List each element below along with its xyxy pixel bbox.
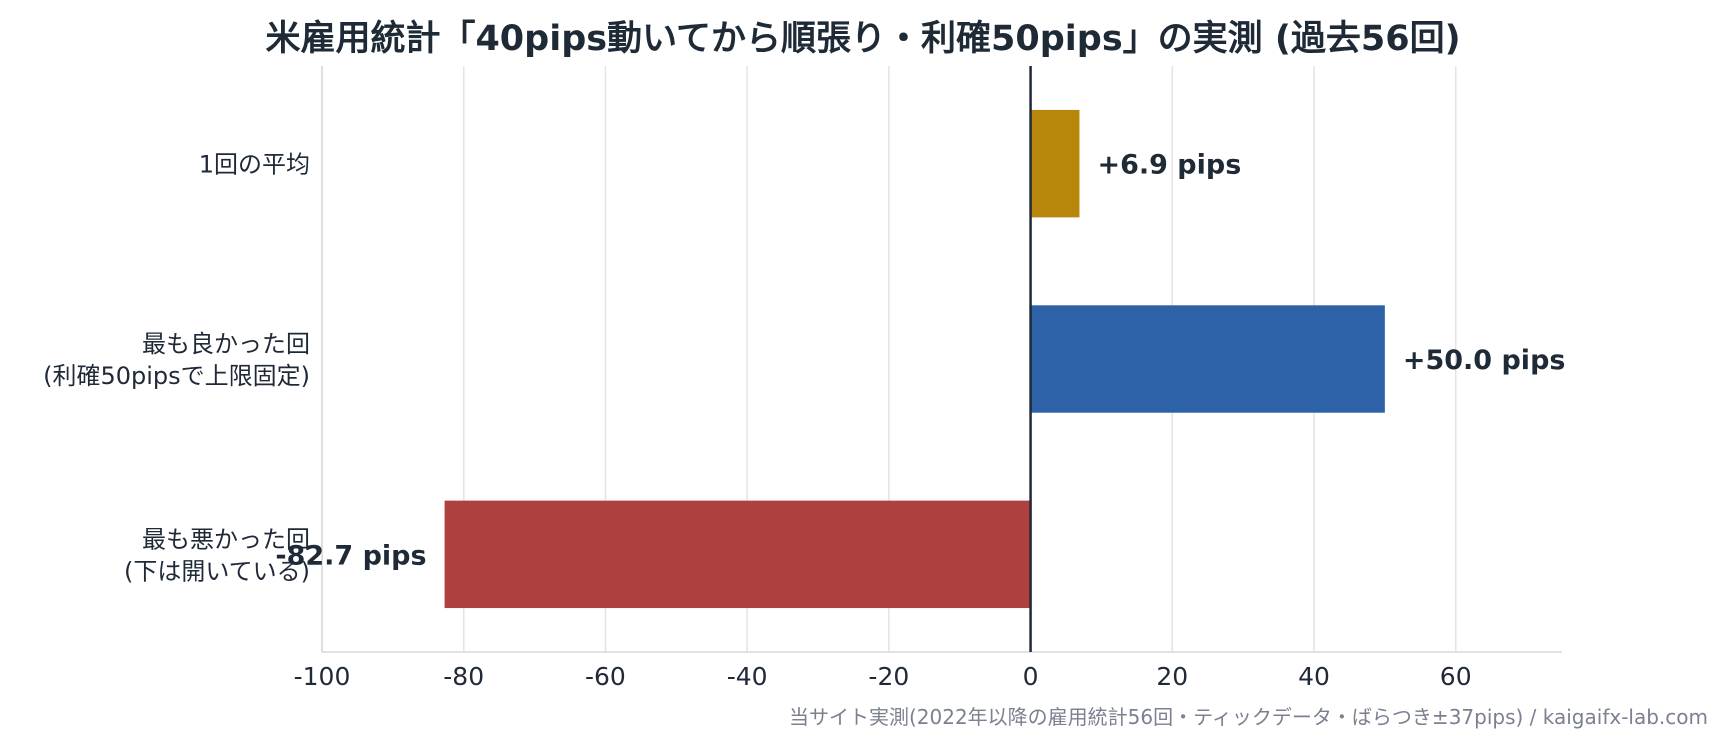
x-tick-label: -40 <box>727 662 768 691</box>
bar <box>1030 109 1080 218</box>
bar <box>1030 305 1385 413</box>
category-label: 最も悪かった回 (下は開いている) <box>124 525 310 585</box>
bar <box>444 500 1031 609</box>
value-label: +50.0 pips <box>1403 345 1566 376</box>
x-tick-label: 20 <box>1156 662 1188 691</box>
chart-title: 米雇用統計「40pips動いてから順張り・利確50pips」の実測 (過去56回… <box>265 18 1460 59</box>
category-label-line: 最も良かった回 <box>142 330 310 358</box>
x-tick-label: -100 <box>294 662 351 691</box>
category-label-line: (利確50pipsで上限固定) <box>43 362 310 390</box>
x-tick-label: -60 <box>585 662 626 691</box>
x-tick-label: 0 <box>1023 662 1039 691</box>
x-tick-label: -20 <box>868 662 909 691</box>
x-tick-label: -80 <box>443 662 484 691</box>
x-tick-labels: -100 -80 -60 -40 -20 0 20 40 60 <box>294 662 1472 691</box>
category-label-line: 1回の平均 <box>199 151 310 179</box>
category-label-line: 最も悪かった回 <box>142 525 310 553</box>
axes <box>321 66 1562 653</box>
value-label: +6.9 pips <box>1097 150 1241 181</box>
source-note: 当サイト実測(2022年以降の雇用統計56回・ティックデータ・ばらつき±37pi… <box>789 705 1708 729</box>
bars <box>444 66 1385 652</box>
x-tick-label: 40 <box>1298 662 1330 691</box>
category-label-line: (下は開いている) <box>124 557 310 585</box>
value-label: -82.7 pips <box>275 540 426 571</box>
value-labels: +6.9 pips +50.0 pips -82.7 pips <box>275 150 1565 572</box>
category-label: 1回の平均 <box>199 151 310 179</box>
category-label: 最も良かった回 (利確50pipsで上限固定) <box>43 330 310 390</box>
x-tick-label: 60 <box>1440 662 1472 691</box>
